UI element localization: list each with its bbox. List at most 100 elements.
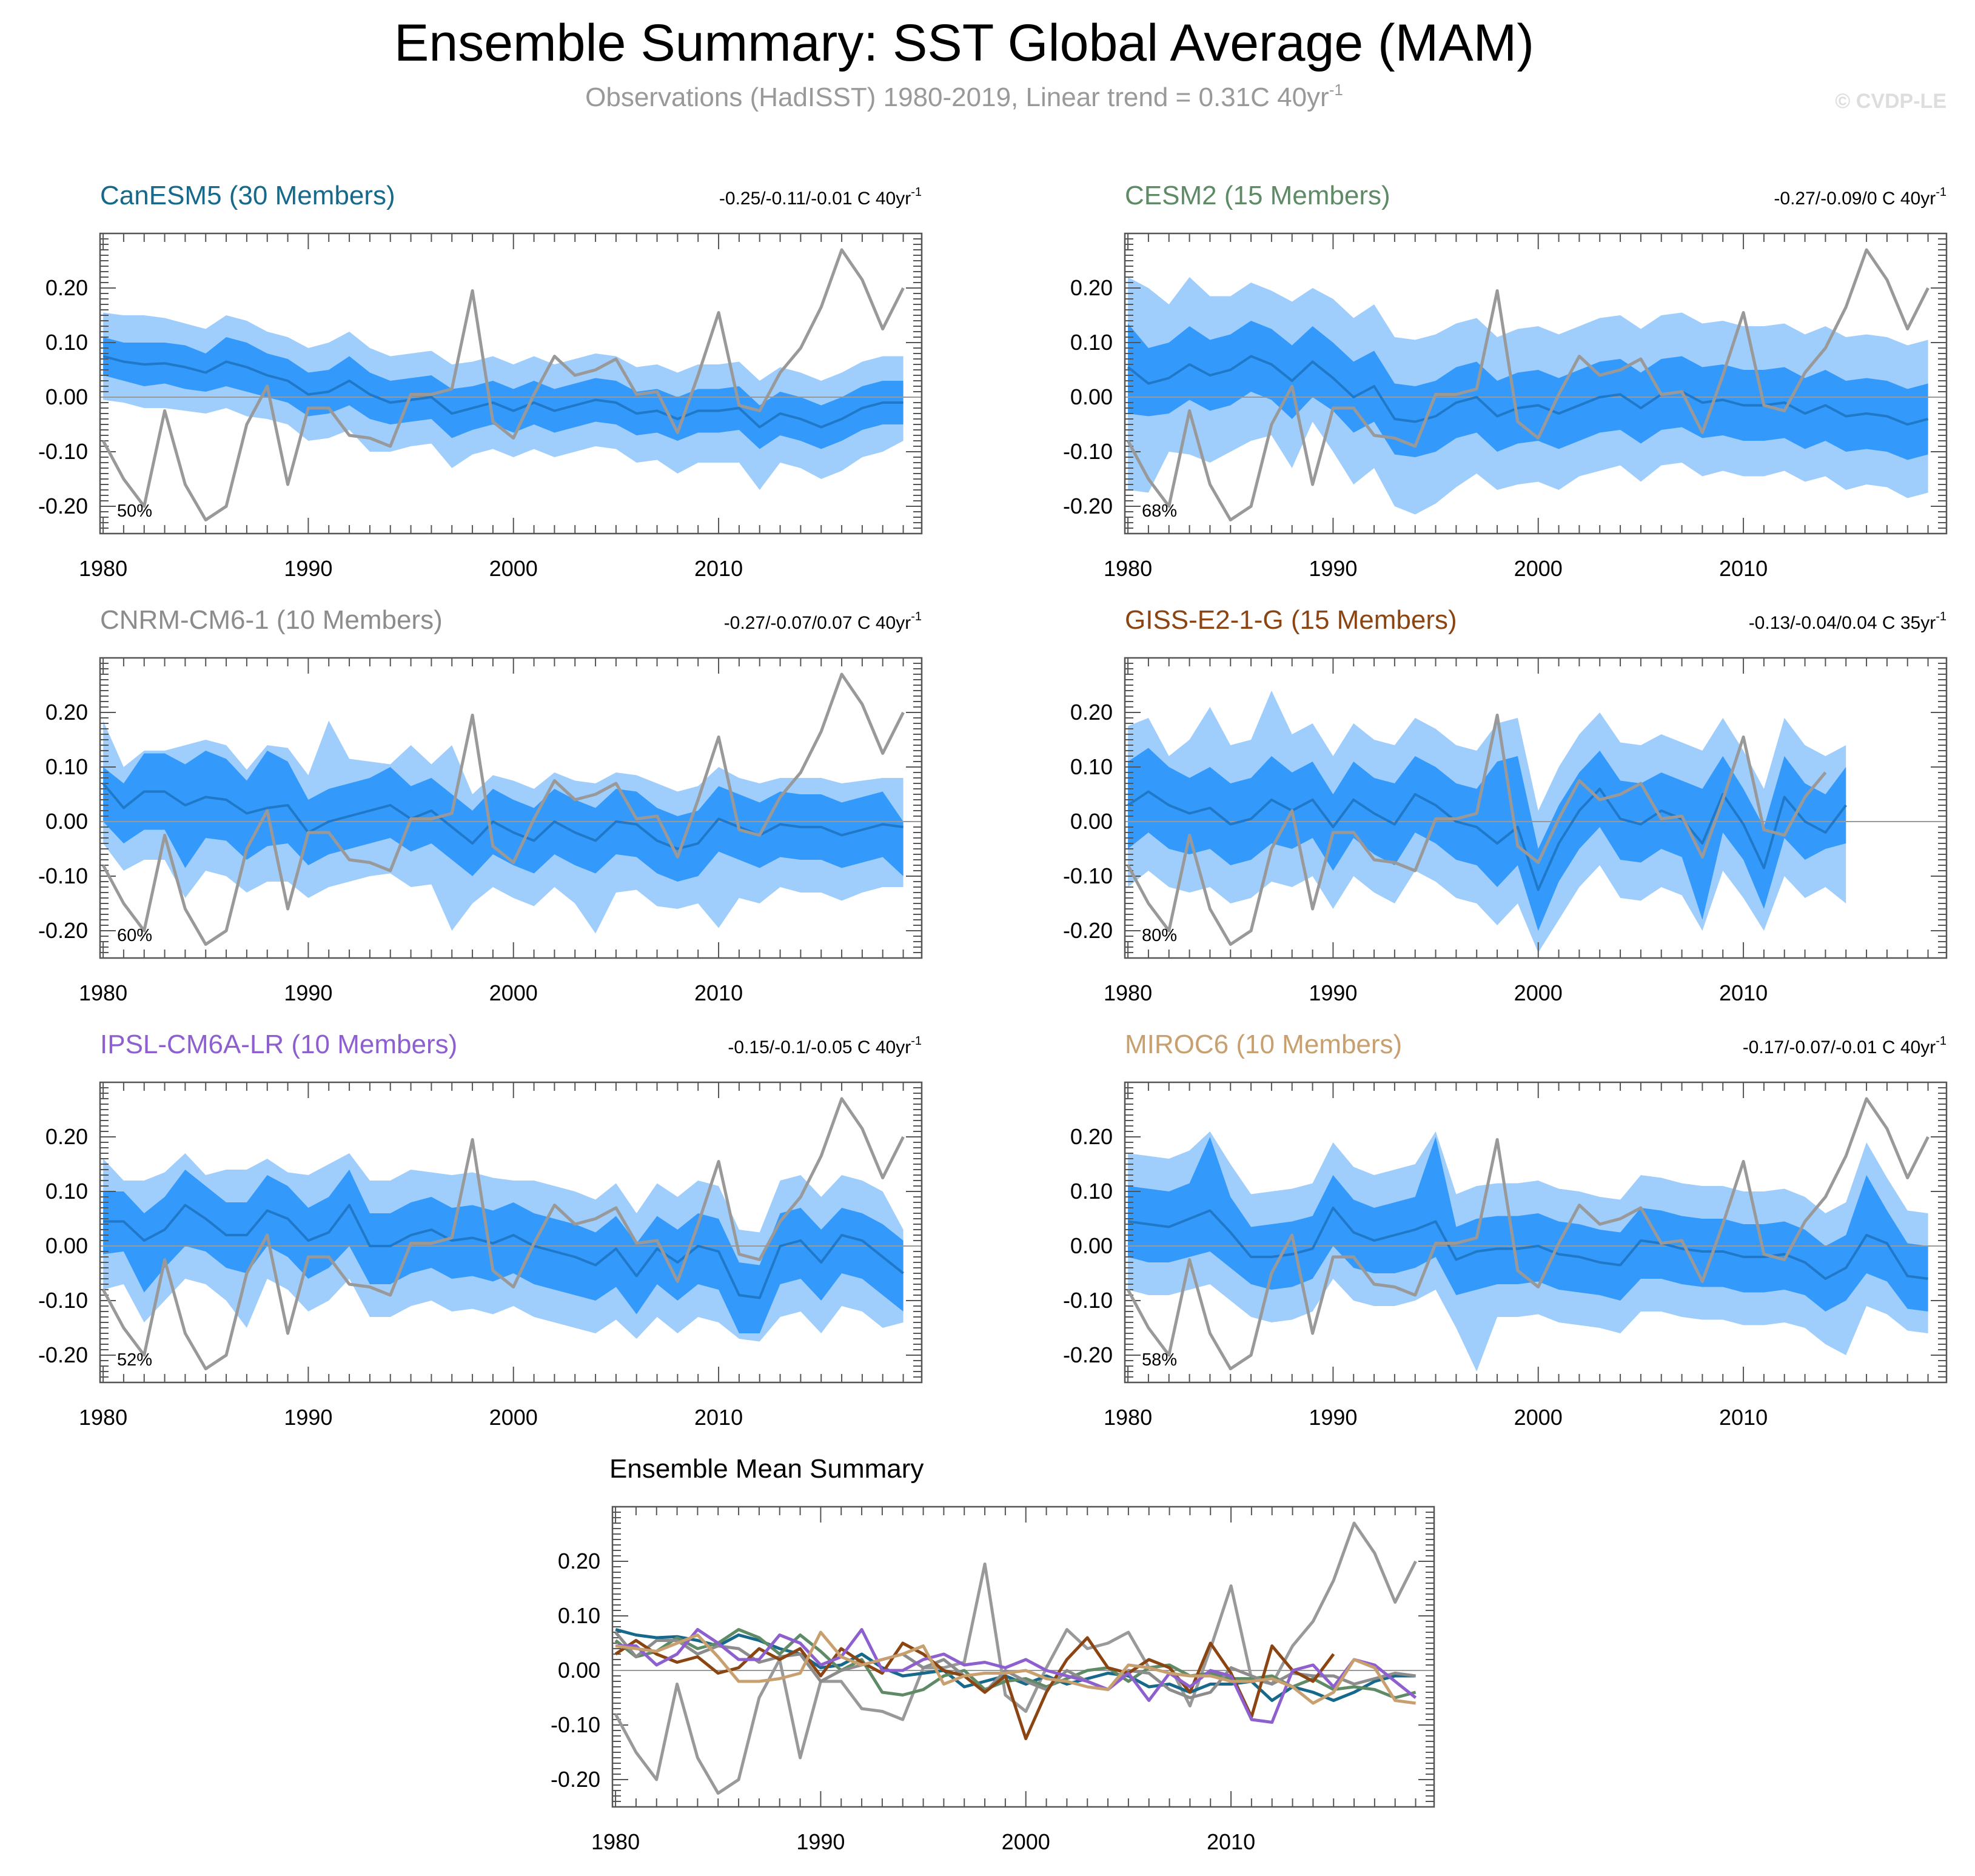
ensemble-mean-line xyxy=(1127,355,1929,426)
panel-4-ytick-label: 0.10 xyxy=(45,1179,88,1204)
panel-2: 0.20 0.10 0.00 -0.10 -0.20 1980 1990 2000 2010 CN… xyxy=(38,605,923,1005)
panel-1-ytick-label: 0.20 xyxy=(1070,275,1113,300)
panel-5-ytick-label: -0.20 xyxy=(1063,1342,1113,1367)
panel-title: CanESM5 (30 Members) xyxy=(100,181,395,210)
trend-range-superscript: -1 xyxy=(1936,1034,1946,1048)
trend-range: -0.25/-0.11/-0.01 C 40yr-1 xyxy=(719,186,922,209)
panel-0-xtick-label: 1990 xyxy=(284,556,332,581)
panel-2-ytick-label: -0.20 xyxy=(38,918,88,943)
panel-0-ytick-label: 0.20 xyxy=(45,275,88,300)
panel-2-ytick-label: 0.10 xyxy=(45,754,88,779)
percent-label: 68% xyxy=(1142,501,1177,521)
summary-ytick-label: -0.20 xyxy=(551,1767,600,1792)
observations-line xyxy=(1126,1097,1930,1370)
figure-title: Ensemble Summary: SST Global Average (MA… xyxy=(394,14,1534,72)
panel-1-xtick-label: 2010 xyxy=(1719,556,1768,581)
panel-0-xtick-label: 2010 xyxy=(694,556,743,581)
panel-1-ytick-label: 0.10 xyxy=(1070,330,1113,355)
panel-4-xtick-label: 1980 xyxy=(79,1405,127,1430)
panel-4-xtick-label: 2010 xyxy=(694,1405,743,1430)
panel-0-ytick-label: 0.00 xyxy=(45,384,88,409)
plot-frame xyxy=(1124,657,1948,959)
trend-range: -0.15/-0.1/-0.05 C 40yr-1 xyxy=(728,1034,922,1057)
panel-5-xtick-label: 2000 xyxy=(1514,1405,1563,1430)
panel-2-xtick-label: 1980 xyxy=(79,980,127,1005)
panel-4-ytick-label: 0.20 xyxy=(45,1124,88,1149)
plot-frame xyxy=(99,1081,923,1384)
panel-2-xtick-label: 2000 xyxy=(489,980,538,1005)
trend-range-text: -0.27/-0.09/0 C 40yr xyxy=(1774,189,1936,209)
percent-label: 58% xyxy=(1142,1350,1177,1370)
panel-1-xtick-label: 1990 xyxy=(1309,556,1357,581)
trend-range: -0.17/-0.07/-0.01 C 40yr-1 xyxy=(1743,1034,1946,1057)
panel-1-ytick-label: -0.20 xyxy=(1063,494,1113,518)
summary-ytick-label: 0.00 xyxy=(558,1658,600,1683)
panel-3-xtick-label: 2010 xyxy=(1719,980,1768,1005)
panel-3-xtick-label: 2000 xyxy=(1514,980,1563,1005)
panel-4-xtick-label: 1990 xyxy=(284,1405,332,1430)
trend-range: -0.27/-0.07/0.07 C 40yr-1 xyxy=(724,610,922,633)
spread-band-inner xyxy=(1128,748,1846,931)
panel-5-ytick-label: 0.00 xyxy=(1070,1233,1113,1258)
ensemble-mean-line xyxy=(1127,788,1847,891)
plot-frame xyxy=(1124,232,1948,535)
trend-range-superscript: -1 xyxy=(1936,610,1946,623)
figure-subtitle: Observations (HadISST) 1980-2019, Linear… xyxy=(585,81,1343,112)
summary-ytick-label: -0.10 xyxy=(551,1712,600,1737)
panel-4: 0.20 0.10 0.00 -0.10 -0.20 1980 1990 2000 2010 IP… xyxy=(38,1030,923,1430)
panel-3: 0.20 0.10 0.00 -0.10 -0.20 1980 1990 2000 2010 GI… xyxy=(1063,605,1948,1005)
panel-3-xtick-label: 1980 xyxy=(1104,980,1152,1005)
panel-2-xtick-label: 1990 xyxy=(284,980,332,1005)
trend-range-text: -0.17/-0.07/-0.01 C 40yr xyxy=(1743,1037,1936,1057)
summary-plot-frame xyxy=(611,1506,1435,1808)
trend-range-superscript: -1 xyxy=(1936,186,1946,199)
panel-5-ytick-label: -0.10 xyxy=(1063,1288,1113,1313)
summary-mean-line-2 xyxy=(614,1631,1416,1700)
panel-4-ytick-label: -0.20 xyxy=(38,1342,88,1367)
summary-xtick-label: 2010 xyxy=(1207,1829,1255,1854)
summary-mean-line-4 xyxy=(615,1628,1417,1724)
trend-range-text: -0.27/-0.07/0.07 C 40yr xyxy=(724,613,911,633)
percent-label: 60% xyxy=(117,926,152,945)
observations-line xyxy=(101,1097,905,1370)
panel-title: IPSL-CM6A-LR (10 Members) xyxy=(100,1030,457,1059)
panel-3-ytick-label: 0.00 xyxy=(1070,809,1113,834)
trend-range-superscript: -1 xyxy=(911,610,922,623)
ensemble-mean-line xyxy=(102,782,904,850)
panel-5-ytick-label: 0.10 xyxy=(1070,1179,1113,1204)
panel-5-xtick-label: 1990 xyxy=(1309,1405,1357,1430)
panel-4-ytick-label: 0.00 xyxy=(45,1233,88,1258)
summary-ytick-label: 0.20 xyxy=(558,1549,600,1573)
panel-2-ytick-label: 0.00 xyxy=(45,809,88,834)
panel-3-xtick-label: 1990 xyxy=(1309,980,1357,1005)
panel-5-xtick-label: 2010 xyxy=(1719,1405,1768,1430)
spread-band-inner xyxy=(1128,321,1928,460)
summary-xtick-label: 2000 xyxy=(1002,1829,1050,1854)
panel-title: CNRM-CM6-1 (10 Members) xyxy=(100,605,443,635)
panel-5-ytick-label: 0.20 xyxy=(1070,1124,1113,1149)
summary-mean-line-3 xyxy=(614,1636,1335,1740)
panel-0-xtick-label: 2000 xyxy=(489,556,538,581)
panel-3-ytick-label: 0.10 xyxy=(1070,754,1113,779)
panel-title: GISS-E2-1-G (15 Members) xyxy=(1125,605,1457,635)
trend-range-superscript: -1 xyxy=(911,186,922,199)
panel-0-ytick-label: 0.10 xyxy=(45,330,88,355)
panel-5: 0.20 0.10 0.00 -0.10 -0.20 1980 1990 2000 2010 MI… xyxy=(1063,1030,1948,1430)
panel-0-xtick-label: 1980 xyxy=(79,556,127,581)
panel-1: 0.20 0.10 0.00 -0.10 -0.20 1980 1990 2000 2010 CE… xyxy=(1063,181,1948,581)
panel-2-xtick-label: 2010 xyxy=(694,980,743,1005)
plot-frame xyxy=(99,657,923,959)
panel-3-ytick-label: 0.20 xyxy=(1070,700,1113,725)
panel-0: 0.20 0.10 0.00 -0.10 -0.20 1980 1990 2000 2010 Ca… xyxy=(38,181,923,581)
cvdp-watermark: © CVDP-LE xyxy=(1835,90,1946,113)
summary-title: Ensemble Mean Summary xyxy=(609,1454,924,1484)
plot-frame xyxy=(1124,1081,1948,1384)
trend-range: -0.13/-0.04/0.04 C 35yr-1 xyxy=(1749,610,1946,633)
trend-range-text: -0.13/-0.04/0.04 C 35yr xyxy=(1749,613,1936,633)
subtitle-text: Observations (HadISST) 1980-2019, Linear… xyxy=(585,82,1329,112)
ensemble-mean-line xyxy=(102,355,904,429)
ensemble-mean-line xyxy=(103,1204,904,1299)
percent-label: 80% xyxy=(1142,926,1177,945)
trend-range-text: -0.25/-0.11/-0.01 C 40yr xyxy=(719,189,911,209)
